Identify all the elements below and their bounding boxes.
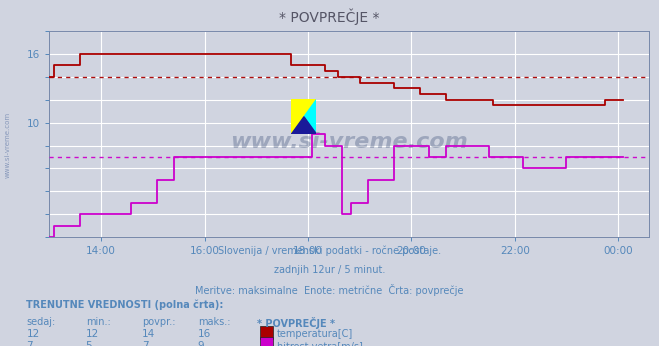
Text: 12: 12 (86, 329, 99, 339)
Text: * POVPREČJE *: * POVPREČJE * (257, 317, 335, 329)
Text: 7: 7 (142, 341, 148, 346)
Text: min.:: min.: (86, 317, 111, 327)
Text: povpr.:: povpr.: (142, 317, 175, 327)
Text: www.si-vreme.com: www.si-vreme.com (231, 132, 468, 152)
Text: 9: 9 (198, 341, 204, 346)
Text: maks.:: maks.: (198, 317, 230, 327)
Polygon shape (304, 100, 316, 134)
Text: 5: 5 (86, 341, 92, 346)
Text: sedaj:: sedaj: (26, 317, 55, 327)
Text: 7: 7 (26, 341, 33, 346)
Text: * POVPREČJE *: * POVPREČJE * (279, 9, 380, 25)
Polygon shape (291, 100, 316, 134)
Text: TRENUTNE VREDNOSTI (polna črta):: TRENUTNE VREDNOSTI (polna črta): (26, 299, 224, 310)
Text: Meritve: maksimalne  Enote: metrične  Črta: povprečje: Meritve: maksimalne Enote: metrične Črta… (195, 284, 464, 296)
Text: 12: 12 (26, 329, 40, 339)
Text: zadnjih 12ur / 5 minut.: zadnjih 12ur / 5 minut. (273, 265, 386, 275)
Text: www.si-vreme.com: www.si-vreme.com (5, 112, 11, 179)
Text: Slovenija / vremenski podatki - ročne postaje.: Slovenija / vremenski podatki - ročne po… (218, 246, 441, 256)
Text: temperatura[C]: temperatura[C] (277, 329, 353, 339)
Text: 16: 16 (198, 329, 211, 339)
Polygon shape (291, 117, 316, 134)
Text: 14: 14 (142, 329, 155, 339)
Text: hitrost vetra[m/s]: hitrost vetra[m/s] (277, 341, 362, 346)
